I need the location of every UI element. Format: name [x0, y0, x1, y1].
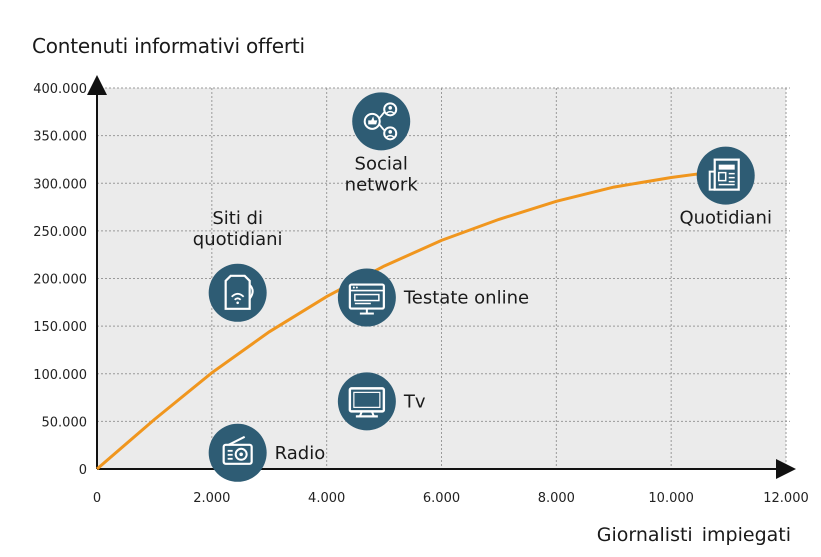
- y-tick-label: 400.000: [33, 82, 87, 97]
- point-marker: [352, 92, 411, 151]
- x-tick-label: 6.000: [423, 491, 460, 506]
- y-tick-label: 150.000: [33, 320, 87, 335]
- y-tick-label: 250.000: [33, 225, 87, 240]
- x-tick-label: 0: [93, 491, 101, 506]
- y-tick-label: 350.000: [33, 130, 87, 145]
- point-label: Radio: [275, 443, 326, 464]
- point-label: quotidiani: [193, 229, 283, 250]
- x-tick-label: 8.000: [538, 491, 575, 506]
- point-label: network: [345, 174, 419, 195]
- point-label: Testate online: [403, 288, 529, 309]
- point-label: Social: [355, 153, 408, 174]
- y-tick-labels: 0 50.000 100.000 150.000 200.000 250.000 300.0…: [33, 82, 87, 478]
- data-point: Tv: [337, 372, 426, 431]
- point-label: Tv: [403, 391, 426, 412]
- point-label: Quotidiani: [679, 208, 772, 229]
- axes: [87, 75, 796, 479]
- point-marker: [337, 268, 396, 327]
- x-tick-labels: 0 2.000 4.000 6.000 8.000 10.000 12.000: [93, 491, 809, 506]
- x-tick-label: 4.000: [308, 491, 345, 506]
- gridlines: [97, 87, 790, 469]
- x-tick-label: 12.000: [763, 491, 809, 506]
- point-label: Siti di: [212, 208, 263, 229]
- y-tick-label: 100.000: [33, 368, 87, 383]
- point-marker: [337, 372, 396, 431]
- data-point: Quotidiani: [679, 146, 772, 229]
- x-axis-title: Giornalisti impiegati: [596, 524, 791, 546]
- point-marker: [208, 263, 267, 322]
- x-tick-label: 10.000: [648, 491, 694, 506]
- data-point: Radio: [208, 423, 326, 482]
- y-tick-label: 0: [79, 463, 87, 478]
- y-tick-label: 300.000: [33, 177, 87, 192]
- point-marker: [208, 423, 267, 482]
- y-tick-label: 200.000: [33, 273, 87, 288]
- x-tick-label: 2.000: [193, 491, 230, 506]
- y-tick-label: 50.000: [42, 415, 88, 430]
- trend-curve: [96, 172, 701, 471]
- y-axis-title: Contenuti informativi offerti: [32, 34, 305, 58]
- data-point: Testate online: [337, 268, 529, 327]
